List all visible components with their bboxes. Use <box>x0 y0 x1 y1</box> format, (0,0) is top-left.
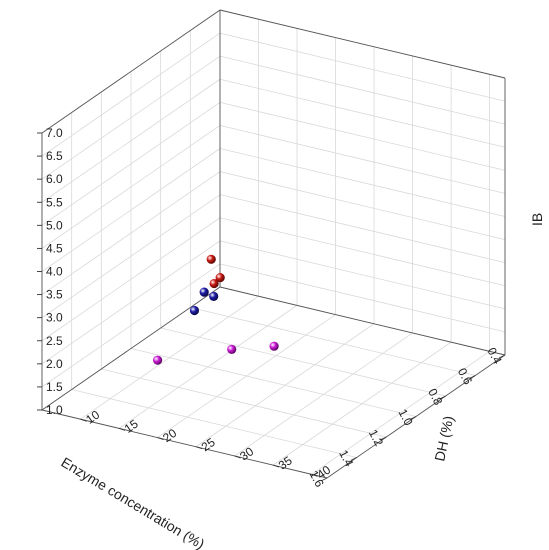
grid-line-sidewall-z <box>219 78 506 148</box>
x-tick-label: 1.0 <box>396 407 416 429</box>
grid-line-floor-y <box>272 341 452 466</box>
grid-line-backwall-z <box>41 78 221 203</box>
z-tick-label: 4.0 <box>46 265 63 279</box>
data-point <box>215 273 225 283</box>
axes-frame <box>41 9 506 479</box>
grid-line-backwall-z <box>41 148 221 272</box>
grid-line-floor-x <box>71 389 357 458</box>
z-tick-label: 5.0 <box>46 218 63 232</box>
grid-line-floor-y <box>118 305 298 429</box>
grid-line-floor-x <box>190 307 476 376</box>
data-point <box>189 305 200 316</box>
data-point <box>206 254 216 264</box>
y-tick-mark <box>118 427 126 431</box>
grid-line-floor-x <box>130 348 417 417</box>
x-tick-mark <box>350 457 357 461</box>
data-points <box>152 254 279 365</box>
grid-line-sidewall-z <box>219 194 506 264</box>
grid-line-floor-y <box>80 295 259 420</box>
frame-edge <box>41 286 221 411</box>
grid-line-backwall-z <box>41 55 221 180</box>
y-tick-mark <box>80 418 87 422</box>
y-tick-mark <box>272 464 280 468</box>
grid-line-backwall-z <box>41 263 221 388</box>
grid-line-sidewall-z <box>219 217 506 287</box>
frame-edge <box>219 9 506 79</box>
z-tick-label: 6.0 <box>46 172 63 186</box>
grid-line-floor-x <box>160 327 446 397</box>
z-tick-label: 4.5 <box>46 241 63 255</box>
grid-line-floor-y <box>234 332 413 457</box>
x-tick-label: 0.8 <box>425 386 445 408</box>
x-tick-label: 1.2 <box>366 427 386 449</box>
data-point <box>209 278 219 289</box>
grid-line-sidewall-z <box>219 171 506 240</box>
z-tick-label: 3.5 <box>46 288 63 302</box>
grid-line-floor-x <box>101 368 387 438</box>
grid-line-sidewall-z <box>219 55 506 125</box>
y-tick-mark <box>195 446 203 450</box>
x-tick-mark <box>439 395 446 400</box>
grid-line-floor-y <box>311 350 490 475</box>
grid-line-sidewall-z <box>219 240 506 310</box>
y-axis-title: DH (%) <box>431 414 456 462</box>
data-point <box>269 341 279 351</box>
y-tick-mark <box>157 437 164 440</box>
z-tick-label: 5.5 <box>46 195 63 209</box>
data-point <box>199 287 209 297</box>
z-tick-label: 2.0 <box>46 357 63 371</box>
grid-line-floor-y <box>195 323 375 448</box>
z-tick-label: 1.5 <box>46 380 63 394</box>
x-tick-label: 0.4 <box>485 345 505 367</box>
frame-edge <box>219 286 506 356</box>
grid-line-sidewall-z <box>219 32 506 102</box>
data-point <box>209 291 219 301</box>
frame-edge <box>41 409 328 479</box>
z-tick-label: 1.0 <box>46 403 63 417</box>
grid-lines <box>41 9 506 479</box>
x-axis-title: Enzyme concentration (%) <box>58 454 207 550</box>
data-point <box>152 355 163 365</box>
grid-line-backwall-z <box>41 217 221 342</box>
z-tick-label: 2.5 <box>46 334 63 348</box>
x-tick-mark <box>469 375 476 379</box>
y-tick-mark <box>234 455 241 459</box>
tick-labels: 0.40.60.81.01.21.41.610 15 20 25 30 35 401.01.… <box>37 126 506 490</box>
x-tick-label: 1.4 <box>336 448 356 470</box>
grid-line-sidewall-z <box>219 101 506 171</box>
grid-line-floor-y <box>157 314 336 438</box>
grid-line-backwall-z <box>41 32 221 157</box>
x-tick-mark <box>320 477 328 482</box>
grid-line-backwall-z <box>41 240 221 365</box>
frame-edge <box>41 9 221 134</box>
z-tick-label: 7.0 <box>46 126 63 140</box>
grid-line-sidewall-z <box>219 148 506 217</box>
x-tick-mark <box>409 416 417 420</box>
grid-line-sidewall-z <box>219 263 506 333</box>
grid-line-backwall-z <box>41 171 221 295</box>
z-tick-label: 3.0 <box>46 311 63 325</box>
z-tick-label: 6.5 <box>46 149 63 163</box>
grid-line-backwall-z <box>41 194 221 318</box>
grid-line-backwall-z <box>41 102 221 226</box>
y-tick-mark <box>311 473 318 477</box>
x-tick-label: 0.6 <box>455 366 475 388</box>
x-tick-mark <box>498 354 506 359</box>
z-axis-title: IB <box>529 213 545 226</box>
data-point <box>227 344 237 354</box>
grid-line-backwall-z <box>41 125 221 249</box>
x-tick-mark <box>380 436 387 441</box>
grid-line-sidewall-z <box>219 125 506 194</box>
